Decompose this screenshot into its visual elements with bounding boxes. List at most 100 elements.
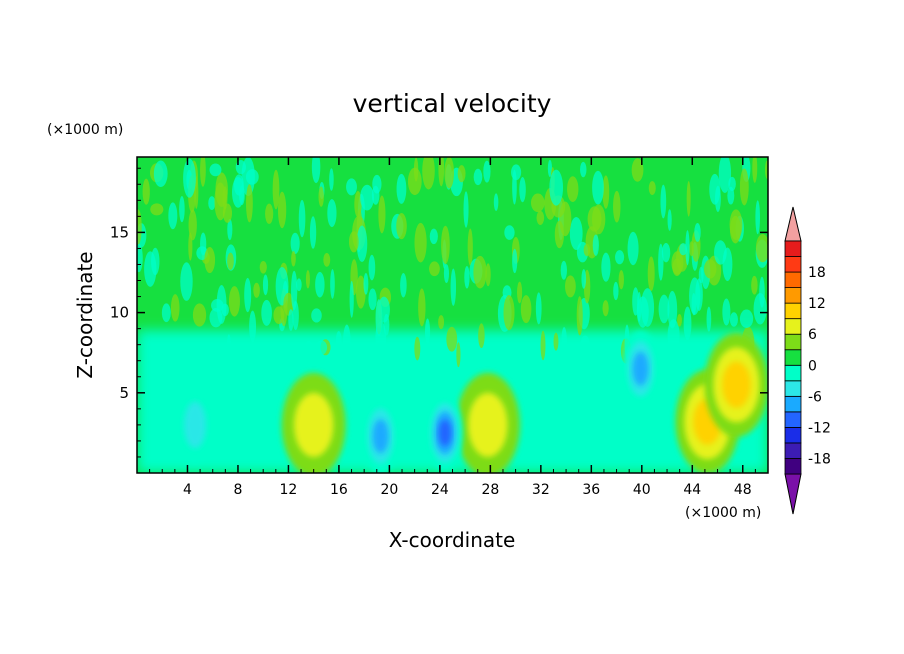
texture-streak [709, 173, 721, 205]
texture-streak [764, 160, 768, 179]
texture-streak [226, 334, 232, 370]
texture-streak [615, 250, 625, 265]
x-tick-label: 8 [233, 482, 242, 498]
texture-streak [291, 251, 296, 267]
texture-streak [483, 160, 491, 183]
colorbar-tick-label: -18 [808, 451, 831, 467]
texture-streak [183, 158, 196, 198]
texture-streak [288, 309, 294, 331]
texture-streak [587, 206, 602, 232]
downdraft-cell-4 [183, 401, 207, 449]
texture-streak [441, 225, 450, 265]
x-tick-label: 24 [431, 482, 449, 498]
contour-field [137, 157, 768, 473]
y-tick-label: 15 [110, 223, 129, 241]
texture-streak [686, 180, 691, 217]
texture-streak [355, 275, 366, 309]
colorbar-swatch [784, 256, 802, 273]
texture-streak [667, 319, 680, 353]
texture-streak [168, 202, 178, 230]
texture-streak [323, 252, 331, 267]
texture-streak [753, 293, 767, 325]
texture-streak [613, 281, 619, 301]
texture-streak [170, 294, 180, 322]
texture-streak [443, 264, 450, 283]
x-tick-label: 20 [380, 482, 398, 498]
texture-streak [348, 231, 359, 253]
x-tick-label: 32 [532, 482, 550, 498]
texture-streak [549, 169, 564, 206]
texture-streak [227, 218, 233, 241]
texture-streak [329, 168, 334, 191]
texture-streak [576, 296, 583, 336]
texture-streak [244, 277, 252, 313]
colorbar-swatch [784, 458, 802, 475]
texture-streak [677, 313, 682, 327]
colorbar-tick-label: 6 [808, 327, 817, 343]
texture-streak [679, 243, 688, 256]
texture-streak [648, 181, 656, 196]
y-unit-label: (×1000 m) [47, 122, 123, 138]
texture-streak [504, 225, 515, 240]
texture-streak [400, 273, 407, 298]
texture-streak [592, 170, 604, 205]
texture-streak [396, 173, 407, 204]
texture-streak [706, 306, 712, 332]
texture-streak [200, 157, 206, 187]
texture-streak [378, 195, 386, 234]
texture-streak [245, 169, 259, 185]
texture-streak [752, 157, 758, 183]
texture-streak [231, 177, 245, 208]
texture-streak [290, 232, 300, 255]
downdraft-cell-5 [372, 419, 389, 453]
x-tick-label: 16 [330, 482, 348, 498]
colorbar-swatch [784, 302, 802, 320]
texture-streak [661, 242, 671, 263]
texture-streak [272, 169, 280, 210]
texture-streak [580, 161, 587, 178]
texture-streak [360, 184, 374, 211]
texture-streak [354, 191, 362, 218]
x-tick-label: 44 [683, 482, 701, 498]
texture-streak [689, 241, 694, 257]
colorbar-tick-label: -12 [808, 420, 831, 436]
texture-streak [553, 332, 559, 351]
texture-streak [228, 286, 240, 317]
texture-streak [161, 303, 171, 323]
texture-streak [315, 340, 328, 355]
texture-streak [592, 234, 599, 256]
colorbar-swatch [784, 380, 802, 397]
colorbar-tick-label: 12 [808, 296, 826, 312]
texture-streak [722, 247, 733, 282]
texture-streak [658, 294, 670, 324]
texture-streak [601, 252, 611, 282]
texture-streak [311, 308, 322, 323]
texture-streak [335, 331, 342, 351]
texture-streak [565, 275, 576, 298]
texture-streak [330, 269, 335, 299]
texture-streak [613, 190, 621, 223]
texture-streak [503, 295, 515, 331]
texture-streak [583, 243, 591, 257]
x-tick-label: 40 [633, 482, 651, 498]
texture-streak [413, 157, 419, 182]
texture-streak [298, 199, 306, 238]
texture-streak [602, 175, 610, 209]
texture-streak [554, 220, 565, 249]
texture-streak [512, 169, 517, 205]
texture-streak [672, 258, 682, 277]
downdraft-cell-6 [438, 419, 452, 447]
texture-streak [180, 262, 193, 301]
texture-streak [192, 303, 207, 327]
texture-streak [429, 228, 438, 245]
texture-streak [561, 327, 568, 361]
texture-streak [418, 288, 426, 327]
x-tick-label: 4 [183, 482, 192, 498]
texture-streak [580, 335, 590, 351]
updraft-cell-1 [468, 392, 508, 457]
texture-streak [444, 157, 455, 189]
colorbar-swatch [784, 240, 802, 257]
texture-streak [375, 299, 383, 337]
texture-streak [142, 178, 150, 205]
